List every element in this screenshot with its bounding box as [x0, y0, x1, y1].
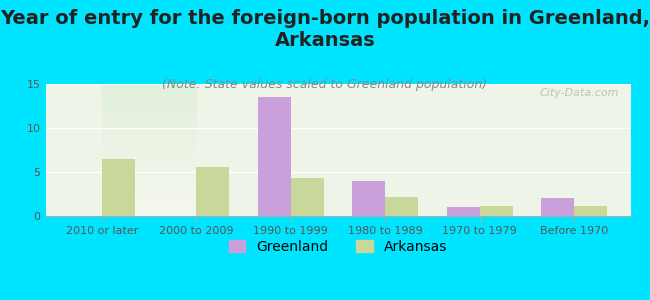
Bar	[291, 178, 324, 216]
Legend: Greenland, Arkansas: Greenland, Arkansas	[223, 234, 453, 259]
Bar	[541, 198, 574, 216]
Bar	[447, 207, 480, 216]
Bar	[258, 97, 291, 216]
Bar	[574, 206, 607, 216]
Bar	[102, 159, 135, 216]
Bar	[385, 196, 418, 216]
Text: City-Data.com: City-Data.com	[540, 88, 619, 98]
Bar	[480, 206, 513, 216]
Text: (Note: State values scaled to Greenland population): (Note: State values scaled to Greenland …	[162, 78, 488, 91]
Bar	[196, 167, 229, 216]
Bar	[352, 181, 385, 216]
Text: Year of entry for the foreign-born population in Greenland,
Arkansas: Year of entry for the foreign-born popul…	[0, 9, 650, 50]
